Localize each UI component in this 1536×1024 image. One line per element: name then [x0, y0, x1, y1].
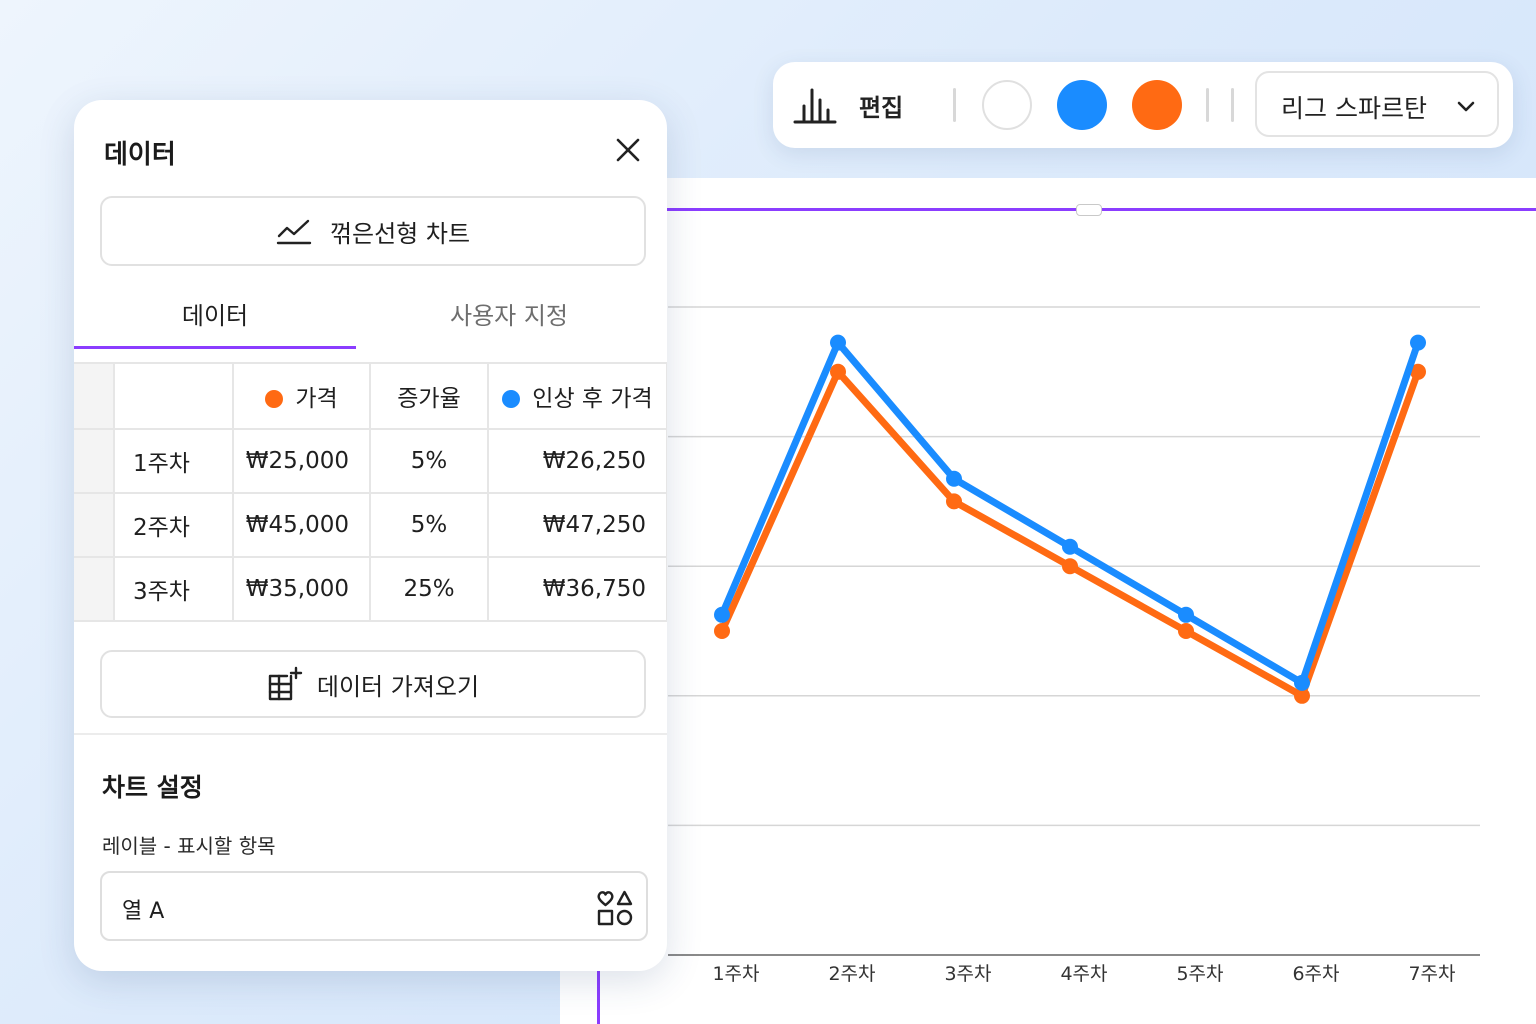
close-icon[interactable] [614, 136, 642, 164]
label-field-caption: 레이블 - 표시할 항목 [102, 834, 276, 858]
row-gutter [74, 556, 115, 622]
table-cell[interactable]: 25% [369, 556, 489, 622]
table-cell[interactable]: ₩35,000 [232, 556, 371, 622]
panel-title: 데이터 [104, 140, 176, 170]
data-point [830, 334, 846, 351]
font-name: 리그 스파르탄 [1281, 94, 1427, 123]
tab-data[interactable]: 데이터 [181, 302, 249, 330]
table-cell[interactable]: 1주차 [113, 428, 234, 494]
table-header-cell[interactable]: 증가율 [369, 362, 489, 430]
table-header-row: 가격 증가율 인상 후 가격 [74, 362, 667, 430]
tab-custom[interactable]: 사용자 지정 [449, 302, 569, 330]
data-point [1410, 334, 1426, 351]
table-cell[interactable]: 5% [369, 428, 489, 494]
data-point [830, 363, 846, 380]
toolbar-divider [953, 88, 956, 122]
table-cell[interactable]: ₩47,250 [487, 492, 667, 558]
table-cell[interactable]: 3주차 [113, 556, 234, 622]
data-point [1062, 558, 1078, 575]
table-cell[interactable]: ₩45,000 [232, 492, 371, 558]
table-row: 2주차 ₩45,000 5% ₩47,250 [74, 492, 667, 558]
chart-type-button[interactable]: 꺾은선형 차트 [100, 196, 646, 266]
data-point [946, 470, 962, 487]
table-cell[interactable]: 2주차 [113, 492, 234, 558]
toolbar-divider [1206, 88, 1209, 122]
panel-tabs: 데이터 사용자 지정 [74, 296, 667, 352]
data-panel: 데이터 꺾은선형 차트 데이터 사용자 지정 가격 증가율 [74, 100, 667, 971]
table-cell[interactable] [113, 362, 234, 430]
resize-handle[interactable] [1076, 204, 1102, 216]
color-swatch-blue[interactable] [1057, 80, 1107, 130]
series-dot-orange [265, 390, 284, 408]
import-data-button[interactable]: 데이터 가져오기 [100, 650, 646, 718]
data-point [1294, 687, 1310, 704]
chart-canvas[interactable]: 1주차 2주차 3주차 4주차 5주차 6주차 7주차 [560, 178, 1536, 1024]
table-cell[interactable]: ₩26,250 [487, 428, 667, 494]
data-table: 가격 증가율 인상 후 가격 1주차 ₩25,000 5% ₩26,250 2주… [74, 362, 667, 622]
chart-type-label: 꺾은선형 차트 [329, 219, 471, 248]
toolbar-divider [1231, 88, 1234, 122]
table-row: 1주차 ₩25,000 5% ₩26,250 [74, 428, 667, 494]
data-point [1410, 363, 1426, 380]
data-point [946, 493, 962, 510]
selection-border-left [597, 968, 600, 1024]
row-gutter [74, 362, 115, 430]
table-cell[interactable]: 5% [369, 492, 489, 558]
selection-border-top [560, 208, 1536, 211]
line-chart-icon [276, 219, 312, 245]
edit-button[interactable]: 편집 [859, 94, 904, 122]
x-tick-label: 7주차 [1408, 963, 1455, 985]
color-swatch-orange[interactable] [1132, 80, 1182, 130]
row-gutter [74, 428, 115, 494]
bar-chart-icon[interactable] [793, 86, 837, 126]
table-row: 3주차 ₩35,000 25% ₩36,750 [74, 556, 667, 622]
data-point [1178, 606, 1194, 623]
label-column-field[interactable]: 열 A [100, 871, 648, 941]
table-cell[interactable]: ₩36,750 [487, 556, 667, 622]
table-header-cell[interactable]: 인상 후 가격 [487, 362, 667, 430]
table-add-icon [268, 666, 303, 701]
chevron-down-icon [1457, 101, 1475, 112]
shapes-icon[interactable] [596, 889, 634, 927]
table-cell[interactable]: ₩25,000 [232, 428, 371, 494]
color-swatch-white[interactable] [982, 80, 1032, 130]
table-header-cell[interactable]: 가격 [232, 362, 371, 430]
x-tick-label: 2주차 [828, 963, 875, 985]
data-point [714, 606, 730, 623]
tab-active-indicator [74, 346, 356, 349]
series-dot-blue [502, 390, 521, 408]
import-data-label: 데이터 가져오기 [316, 672, 480, 701]
label-column-value: 열 A [122, 899, 165, 924]
x-tick-label: 5주차 [1176, 963, 1223, 985]
x-tick-label: 1주차 [712, 963, 759, 985]
data-point [714, 623, 730, 639]
x-tick-label: 3주차 [944, 963, 991, 985]
data-point [1294, 674, 1310, 691]
data-point [1178, 623, 1194, 639]
chart-settings-title: 차트 설정 [102, 773, 203, 802]
x-tick-label: 6주차 [1292, 963, 1339, 985]
floating-toolbar: 편집 리그 스파르탄 [773, 62, 1513, 148]
font-select[interactable]: 리그 스파르탄 [1255, 71, 1499, 137]
line-chart: 1주차 2주차 3주차 4주차 5주차 6주차 7주차 [668, 306, 1480, 985]
section-divider [74, 733, 667, 735]
row-gutter [74, 492, 115, 558]
x-tick-label: 4주차 [1060, 963, 1107, 985]
data-point [1062, 538, 1078, 555]
